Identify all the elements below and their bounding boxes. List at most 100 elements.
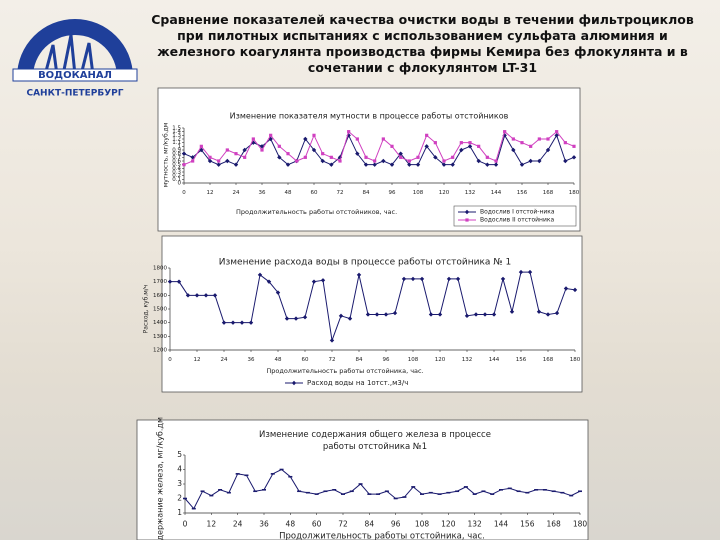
- point: [407, 162, 412, 167]
- y-tick-label: 1500: [153, 307, 167, 313]
- x-tick-label: 60: [311, 190, 318, 196]
- point: [338, 159, 342, 163]
- y-tick-label: 1.5: [172, 126, 181, 132]
- x-tick-label: 12: [194, 357, 201, 363]
- y-tick-label: 4: [177, 465, 182, 474]
- point: [383, 312, 389, 317]
- y-tick-label: 1800: [153, 266, 167, 272]
- point: [279, 468, 284, 471]
- point: [578, 490, 582, 493]
- logo: ВОДОКАНАЛ САНКТ-ПЕТЕРБУРГ: [12, 19, 138, 99]
- point: [451, 155, 455, 159]
- point: [244, 474, 249, 477]
- point: [468, 141, 472, 145]
- point: [363, 162, 369, 167]
- x-tick-label: 12: [207, 190, 214, 196]
- point: [563, 286, 569, 291]
- x-tick-label: 132: [468, 520, 483, 529]
- point: [194, 293, 200, 298]
- point: [200, 490, 205, 493]
- series-line: [170, 271, 576, 341]
- point: [234, 152, 238, 156]
- point: [305, 491, 310, 494]
- point: [433, 141, 437, 145]
- point: [401, 276, 407, 282]
- point: [347, 316, 353, 321]
- point: [285, 162, 291, 167]
- point: [183, 497, 187, 500]
- point: [554, 133, 559, 138]
- point: [463, 486, 468, 488]
- y-tick-label: 1.3: [172, 133, 181, 139]
- point: [332, 489, 337, 491]
- point: [520, 141, 524, 145]
- y-tick-label: 1.4: [172, 129, 181, 135]
- point: [303, 155, 307, 159]
- logo-city: САНКТ-ПЕТЕРБУРГ: [26, 89, 123, 99]
- series-line: [184, 468, 581, 510]
- point: [393, 497, 398, 500]
- point: [374, 312, 380, 317]
- point: [221, 320, 227, 325]
- point: [428, 312, 434, 317]
- point: [389, 162, 395, 167]
- x-tick-label: 72: [337, 190, 344, 196]
- point: [528, 158, 533, 164]
- x-tick-label: 120: [441, 520, 456, 529]
- point: [416, 155, 420, 159]
- x-tick-label: 0: [183, 520, 188, 529]
- y-tick-label: 1.2: [172, 137, 181, 143]
- y-tick-label: 2: [177, 494, 182, 503]
- point: [355, 137, 359, 141]
- legend-label: Водослив I отстой-ника: [480, 209, 555, 216]
- point: [525, 491, 530, 494]
- y-tick-label: 1200: [153, 348, 167, 354]
- point: [329, 155, 333, 159]
- point: [216, 162, 221, 167]
- legend-marker: [465, 218, 469, 222]
- y-tick-label: 0.4: [172, 166, 181, 172]
- point: [311, 147, 317, 153]
- x-tick-label: 96: [391, 520, 401, 529]
- y-tick-label: 1: [178, 144, 182, 150]
- y-tick-label: 0.9: [172, 148, 181, 154]
- point: [269, 133, 273, 137]
- x-tick-label: 108: [413, 190, 424, 196]
- x-tick-label: 144: [494, 520, 509, 529]
- point: [376, 493, 381, 495]
- y-tick-label: 0.3: [172, 170, 181, 176]
- y-tick-label: 0.1: [172, 177, 181, 183]
- point: [235, 473, 240, 475]
- point: [364, 155, 368, 159]
- x-tick-label: 120: [435, 357, 446, 363]
- point: [545, 147, 551, 153]
- point: [203, 293, 209, 298]
- point: [266, 279, 272, 284]
- point: [490, 493, 495, 495]
- point: [491, 312, 497, 317]
- point: [212, 293, 218, 298]
- point: [356, 272, 362, 278]
- point: [437, 312, 443, 317]
- point: [437, 493, 442, 495]
- x-tick-label: 132: [462, 357, 473, 363]
- point: [536, 309, 542, 314]
- point: [191, 159, 195, 163]
- point: [433, 155, 438, 160]
- chart-title: Изменение содержания общего железа в про…: [259, 430, 491, 452]
- point: [349, 490, 354, 493]
- x-tick-label: 60: [302, 357, 309, 363]
- point: [341, 493, 345, 495]
- point: [455, 276, 461, 282]
- point: [537, 158, 542, 164]
- point: [311, 279, 317, 284]
- y-tick-label: 1400: [153, 320, 167, 326]
- point: [493, 162, 499, 167]
- y-axis-label: Содержание железа, мг/куб.дм: [156, 417, 165, 540]
- x-tick-label: 96: [389, 190, 396, 196]
- y-axis-label: мутность, мг/куб.дм: [163, 123, 170, 187]
- point: [450, 162, 455, 167]
- point: [182, 163, 186, 167]
- point: [199, 144, 203, 148]
